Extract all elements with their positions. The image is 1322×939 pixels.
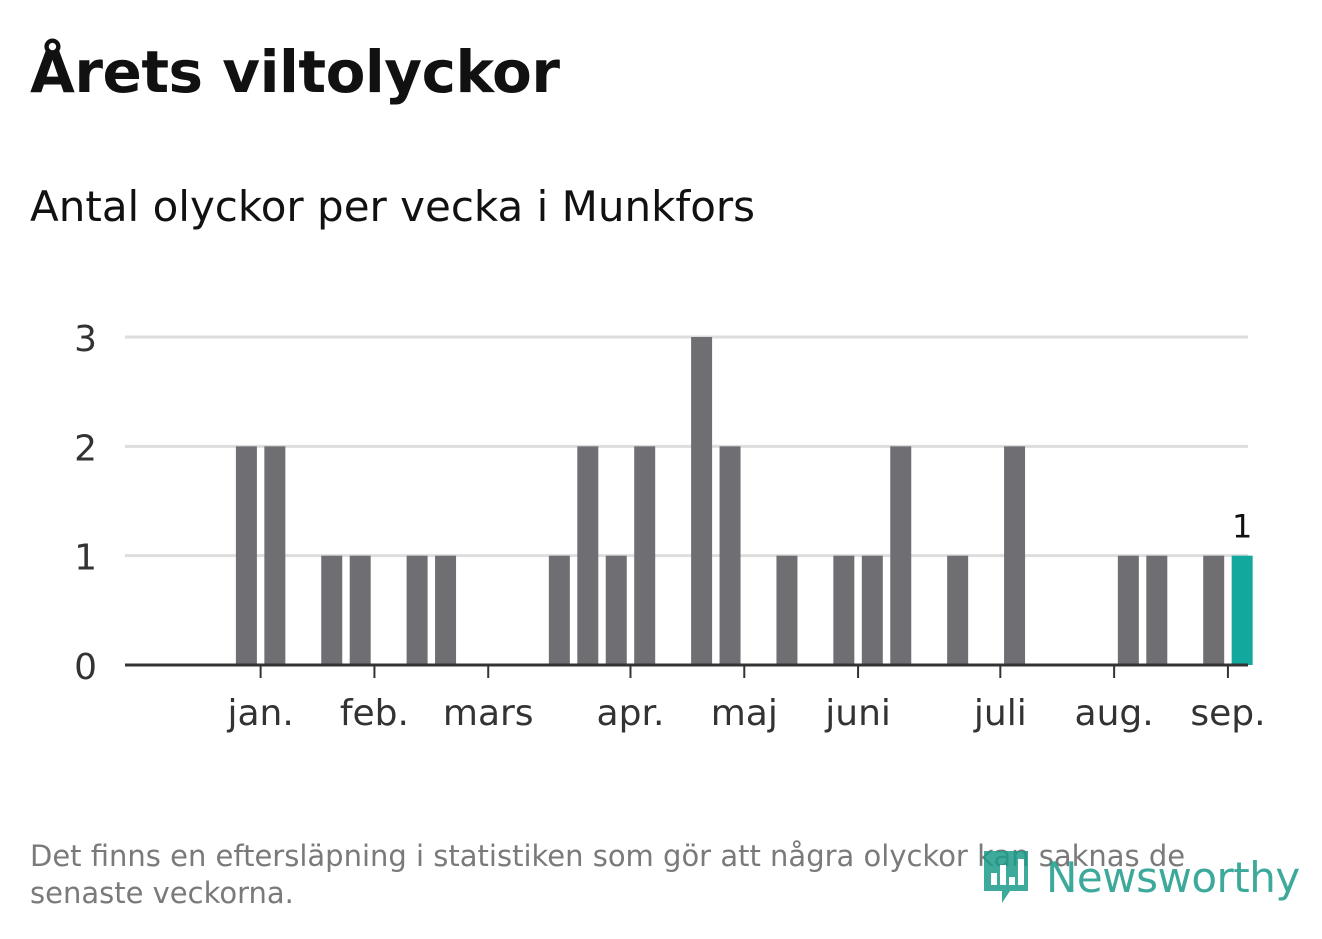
bar [861,555,883,665]
newsworthy-logo: Newsworthy [980,842,1300,912]
data-label: 1 [1232,508,1252,546]
bar [577,446,599,665]
bar [890,446,912,665]
x-tick-label: mars [443,693,534,734]
x-tick-label: juli [973,693,1027,734]
bar [1117,555,1139,665]
x-tick-label: juni [824,693,891,734]
labels: 0 1 2 3 1 jan. feb. mars apr. maj juni juli aug. sep. [74,319,1265,734]
bar [634,446,656,665]
bar [719,446,741,665]
bar [1203,555,1225,665]
y-tick-label: 3 [74,319,97,360]
chart-title: Årets viltolyckor [30,38,560,106]
bar [548,555,570,665]
x-tick-label: apr. [597,693,665,734]
bar [1004,446,1026,665]
x-tick-label: feb. [340,693,409,734]
x-tick-label: sep. [1190,693,1265,734]
bar [947,555,969,665]
bar [691,337,713,665]
x-tick-label: jan. [226,693,293,734]
bar [321,555,343,665]
chart-subtitle: Antal olyckor per vecka i Munkfors [30,182,756,231]
bar [435,555,457,665]
bar [406,555,428,665]
axes [125,663,1248,678]
bar-chart: 0 1 2 3 1 jan. feb. mars apr. maj juni juli aug. sep. [74,319,1265,734]
newsworthy-logo-icon [984,851,1028,903]
bar [264,446,286,665]
y-tick-label: 0 [74,647,97,688]
bar [605,555,627,665]
x-tick-label: aug. [1075,693,1154,734]
bar [776,555,798,665]
x-tick-label: maj [711,693,778,734]
bar [1231,555,1253,665]
logo-text: Newsworthy [1046,852,1300,902]
y-tick-label: 1 [74,538,97,579]
bar [349,555,371,665]
y-tick-label: 2 [74,428,97,469]
gridlines [125,335,1248,558]
bar [235,446,257,665]
bar [1146,555,1168,665]
bar [833,555,855,665]
bars [235,337,1253,665]
